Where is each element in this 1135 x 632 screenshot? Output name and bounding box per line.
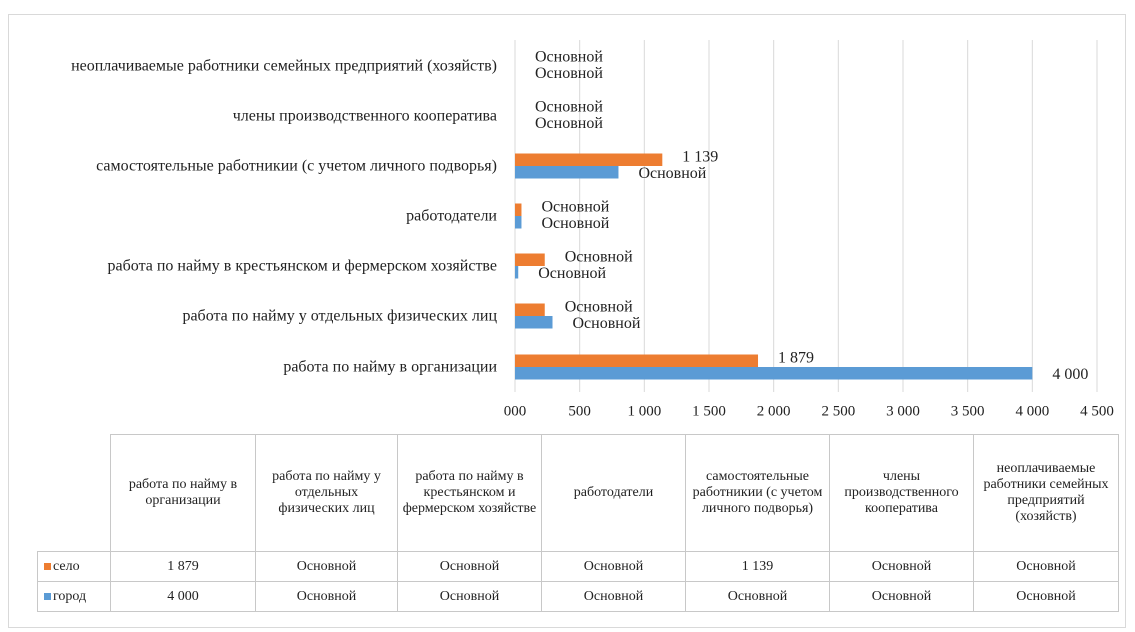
data-label: Основной [541,215,609,232]
data-label: Основной [535,115,603,132]
data-label: Основной [565,248,633,265]
data-label: 1 139 [682,148,718,165]
table-cell: Основной [973,551,1119,582]
category-label: самостоятельные работникии (с учетом лич… [0,157,497,176]
x-tick-label: 4 500 [1080,403,1114,419]
bar [515,303,545,316]
bar [515,216,522,229]
x-tick-label: 2 000 [757,403,791,419]
table-cell: 1 139 [685,551,830,582]
bar [515,316,553,329]
x-tick-label: 2 500 [821,403,855,419]
data-label: Основной [565,298,633,315]
table-cell: Основной [255,581,398,612]
data-label: Основной [541,198,609,215]
table-cell: Основной [829,551,974,582]
category-text: работа по найму в организации [283,358,497,376]
table-corner [37,434,111,552]
legend-label: село [53,558,80,574]
x-tick-label: 500 [568,403,591,419]
x-tick-label: 000 [504,403,527,419]
table-cell: Основной [541,551,686,582]
table-cell: 1 879 [110,551,256,582]
category-text: работодатели [406,207,497,225]
x-tick-label: 4 000 [1015,403,1049,419]
table-cell: Основной [397,581,542,612]
x-tick-label: 1 500 [692,403,726,419]
table-cell: Основной [397,551,542,582]
bar [515,203,522,216]
table-cell: Основной [973,581,1119,612]
table-cell: Основной [541,581,686,612]
x-tick-label: 3 500 [951,403,985,419]
data-label: Основной [535,65,603,82]
category-label: члены производственного кооператива [0,107,497,126]
table-cell: 4 000 [110,581,256,612]
table-header-row: работа по найму в организации работа по н… [37,434,1119,552]
table-header: члены производственного кооператива [829,434,974,552]
category-label: неоплачиваемые работники семейных предпр… [0,57,497,76]
table-header: самостоятельные работникии (с учетом лич… [685,434,830,552]
x-tick-label: 1 000 [627,403,661,419]
category-label: работа по найму в организации [0,358,497,377]
chart-frame [8,14,1126,628]
category-text: работа по найму в крестьянском и фермерс… [107,257,497,275]
bar [515,253,545,266]
legend-cell: село [37,551,111,582]
table-header: работа по найму в крестьянском и фермерс… [397,434,542,552]
legend-key [44,592,51,600]
table-cell: Основной [829,581,974,612]
category-text: самостоятельные работникии (с учетом лич… [96,157,497,175]
legend-label: город [53,588,87,604]
table-header: работа по найму у отдельных физических л… [255,434,398,552]
x-tick-label: 3 000 [886,403,920,419]
category-text: члены производственного кооператива [232,107,497,125]
table-cell: Основной [685,581,830,612]
table-header: работодатели [541,434,686,552]
data-label: 4 000 [1052,366,1088,383]
data-label: 1 879 [778,349,814,366]
bar [515,153,663,166]
data-label: Основной [535,48,603,65]
data-label: Основной [638,165,706,182]
bar [515,266,519,279]
table-row: село 1 879 Основной Основной Основной 1 139 Ос… [37,551,1119,582]
table-cell: Основной [255,551,398,582]
bar [515,367,1033,380]
data-table: работа по найму в организации работа по н… [37,434,1119,612]
data-label: Основной [535,98,603,115]
category-label: работодатели [0,207,497,226]
category-text: работа по найму у отдельных физических л… [182,307,497,325]
table-header: неоплачиваемые работники семейных предпр… [973,434,1119,552]
bar [515,166,619,179]
legend-cell: город [37,581,111,612]
category-label: работа по найму у отдельных физических л… [0,307,497,326]
category-text: неоплачиваемые работники семейных предпр… [71,57,497,75]
data-label: Основной [538,265,606,282]
data-label: Основной [573,315,641,332]
legend-key [44,562,51,570]
table-header: работа по найму в организации [110,434,256,552]
category-label: работа по найму в крестьянском и фермерс… [0,257,497,276]
table-row: город 4 000 Основной Основной Основной Основн… [37,581,1119,612]
bar [515,354,759,367]
